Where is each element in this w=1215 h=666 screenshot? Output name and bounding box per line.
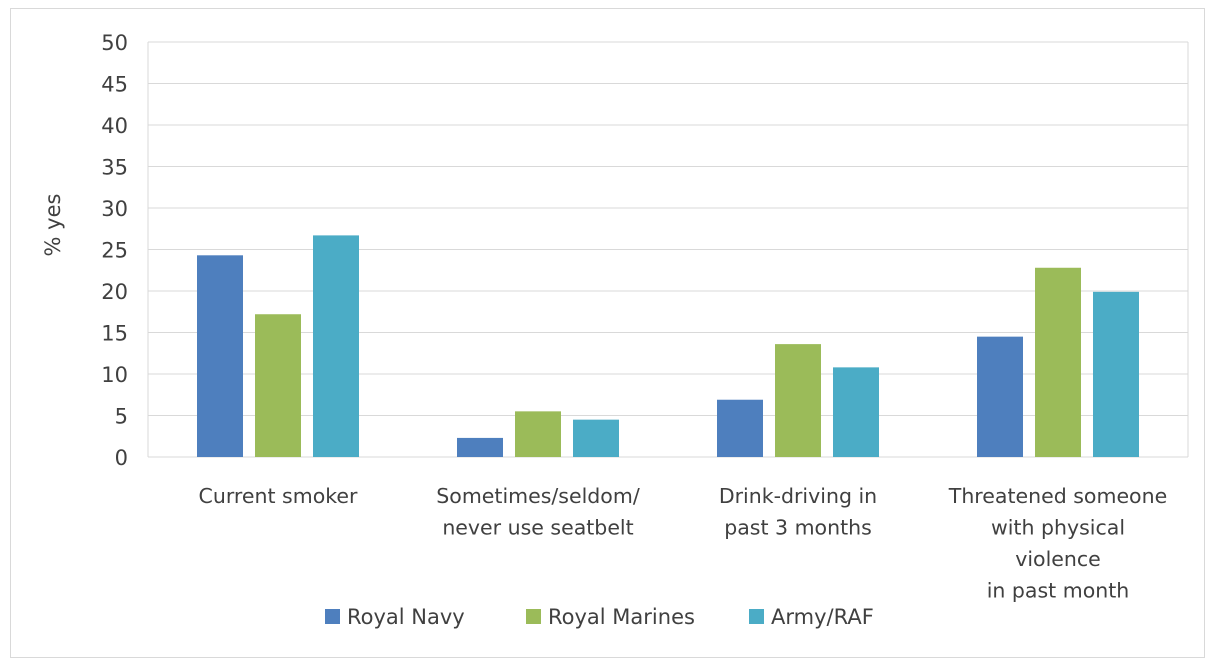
bar-royal-navy	[197, 255, 243, 457]
y-axis-label: % yes	[41, 194, 65, 257]
bar-royal-navy	[717, 400, 763, 457]
category-label: Drink-driving in past 3 months	[719, 484, 877, 540]
bar-royal-marines	[515, 411, 561, 457]
legend-label: Army/RAF	[771, 605, 874, 629]
category-label: Sometimes/seldom/never use seatbelt	[436, 484, 640, 540]
y-tick-label: 35	[101, 156, 128, 180]
y-tick-label: 15	[101, 322, 128, 346]
bar-army-raf	[833, 367, 879, 457]
y-tick-label: 30	[101, 197, 128, 221]
y-tick-label: 50	[101, 31, 128, 55]
bar-army-raf	[573, 420, 619, 457]
legend-label: Royal Marines	[548, 605, 695, 629]
y-tick-label: 5	[115, 405, 128, 429]
bar-army-raf	[313, 235, 359, 457]
bar-royal-marines	[1035, 268, 1081, 457]
bar-royal-marines	[255, 314, 301, 457]
legend-label: Royal Navy	[347, 605, 465, 629]
legend-swatch	[749, 609, 764, 624]
category-label: Threatened someone with physical violence i…	[948, 484, 1167, 603]
y-tick-label: 40	[101, 114, 128, 138]
y-tick-label: 0	[115, 446, 128, 470]
bar-royal-navy	[457, 438, 503, 457]
legend-swatch	[325, 609, 340, 624]
y-tick-label: 45	[101, 73, 128, 97]
category-labels: Current smoker Sometimes/seldom/never use…	[199, 484, 1168, 603]
y-tick-label: 25	[101, 239, 128, 263]
category-label: Current smoker	[199, 484, 358, 508]
bar-royal-navy	[977, 337, 1023, 457]
legend: Royal Navy Royal Marines Army/RAF	[325, 605, 874, 629]
y-tick-label: 10	[101, 363, 128, 387]
bar-army-raf	[1093, 292, 1139, 457]
y-tick-label: 20	[101, 280, 128, 304]
gridlines	[148, 42, 1188, 457]
legend-swatch	[526, 609, 541, 624]
bar-royal-marines	[775, 344, 821, 457]
bars	[197, 235, 1139, 457]
y-axis-ticks: 0 5 10 15 20 25 30 35 40 45 50	[101, 31, 128, 470]
